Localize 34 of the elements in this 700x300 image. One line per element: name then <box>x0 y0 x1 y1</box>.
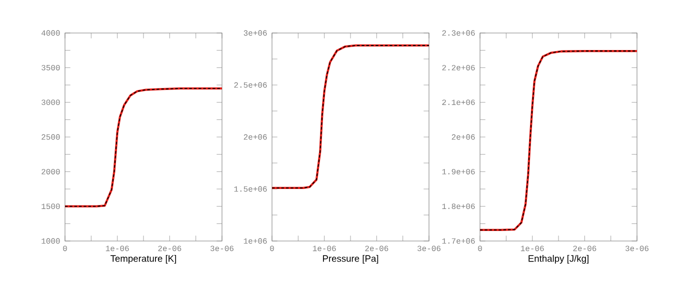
x-axis-title: Pressure [Pa] <box>323 254 378 264</box>
y-tick-label: 2.3e+06 <box>442 30 475 36</box>
x-tick-label: 1e-06 <box>106 246 129 252</box>
x-tick-label: 0 <box>63 246 67 252</box>
y-tick-label: 3500 <box>42 64 60 70</box>
x-tick-label: 0 <box>478 246 482 252</box>
y-tick-label: 4000 <box>41 30 60 36</box>
y-tick-label: 2e+06 <box>244 134 267 140</box>
y-tick-label: 2500 <box>42 134 60 140</box>
y-tick-label: 1.8e+06 <box>442 204 475 210</box>
y-tick-label: 1.9e+06 <box>442 168 475 174</box>
y-tick-label: 1.5e+06 <box>234 186 267 192</box>
x-tick-label: 2e-06 <box>365 246 388 252</box>
y-tick-label: 3e+06 <box>244 30 267 36</box>
x-axis-title: Temperature [K] <box>110 254 176 264</box>
y-tick-label: 1500 <box>42 204 60 210</box>
x-tick-label: 2e-06 <box>158 246 182 252</box>
y-tick-label: 1e+06 <box>244 238 267 244</box>
y-tick-label: 3000 <box>42 100 60 106</box>
y-tick-label: 2.2e+06 <box>442 64 475 70</box>
y-tick-label: 2000 <box>42 168 60 174</box>
y-tick-label: 2.5e+06 <box>234 82 267 88</box>
x-tick-label: 1e-06 <box>312 246 336 252</box>
y-tick-label: 2.1e+06 <box>442 100 475 106</box>
x-tick-label: 3e-06 <box>626 246 648 252</box>
x-axis-title: Enthalpy [J/kg] <box>528 254 588 264</box>
x-tick-label: 2e-06 <box>573 246 596 252</box>
x-tick-label: 3e-06 <box>418 246 440 252</box>
x-tick-label: 0 <box>270 246 274 252</box>
y-tick-label: 1.7e+06 <box>442 238 475 244</box>
y-tick-label: 2e+06 <box>452 134 475 140</box>
x-tick-label: 3e-06 <box>210 246 234 252</box>
x-tick-label: 1e-06 <box>520 246 544 252</box>
y-tick-label: 1000 <box>42 238 60 244</box>
